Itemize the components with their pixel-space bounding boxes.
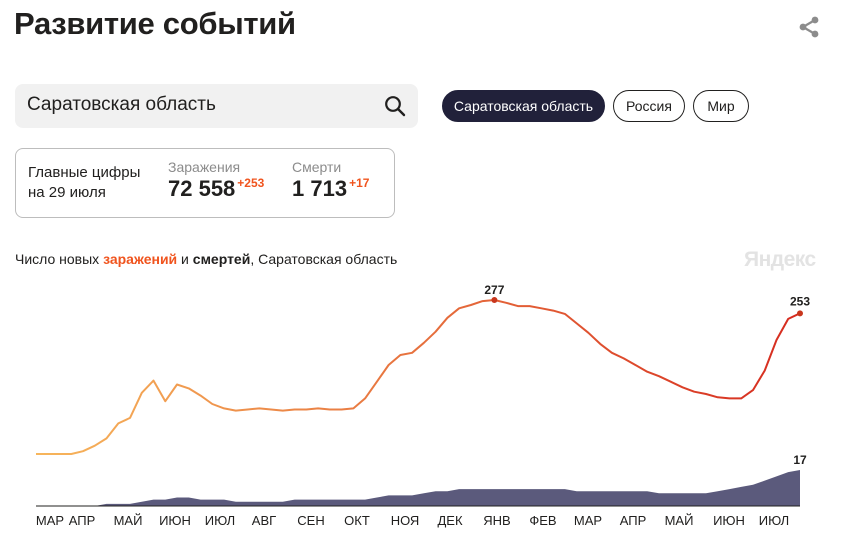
month-label: ИЮЛ <box>205 513 235 528</box>
x-axis: МАР АПР МАЙ ИЮН ИЮЛ АВГ СЕН ОКТ НОЯ ДЕК ЯНВ ФЕВ МАР А… <box>36 513 789 528</box>
chart-title-suffix: , Саратовская область <box>250 251 398 267</box>
month-label: ОКТ <box>344 513 370 528</box>
deaths-delta: +17 <box>349 176 370 190</box>
month-label: НОЯ <box>391 513 420 528</box>
month-label: АПР <box>620 513 647 528</box>
page-title: Развитие событий <box>14 6 296 41</box>
key-figures-date: на 29 июля <box>28 184 106 201</box>
month-label: ЯНВ <box>483 513 510 528</box>
month-label: ИЮН <box>159 513 191 528</box>
month-label: АПР <box>69 513 96 528</box>
key-figures-label: Главные цифры на 29 июля <box>28 163 140 203</box>
chart-title-deaths: смертей <box>192 251 251 267</box>
month-label: ДЕК <box>437 513 462 528</box>
region-search-field[interactable]: Саратовская область <box>15 84 418 128</box>
infections-line-layer <box>36 299 801 455</box>
month-label: МАЙ <box>665 513 694 528</box>
infections-end-point <box>797 310 803 317</box>
tab-saratov-region[interactable]: Саратовская область <box>442 90 605 122</box>
infections-end-label: 253 <box>790 294 810 308</box>
infections-line <box>36 299 801 455</box>
month-label: МАР <box>36 513 64 528</box>
share-icon[interactable] <box>797 15 821 39</box>
chart-title-prefix: Число новых <box>15 251 104 267</box>
epidemic-chart: 277 253 17 МАР АПР МАЙ ИЮН ИЮЛ АВГ СЕН ОКТ НОЯ ДЕК Я… <box>36 283 810 528</box>
deaths-stat: Смерти 1 713 +17 <box>292 159 369 202</box>
month-label: ИЮН <box>713 513 745 528</box>
deaths-end-label: 17 <box>793 453 807 467</box>
month-label: ФЕВ <box>529 513 556 528</box>
key-figures-title: Главные цифры <box>28 164 141 181</box>
infections-peak-label: 277 <box>484 283 504 297</box>
infections-total: 72 558 <box>168 176 236 201</box>
month-label: АВГ <box>252 513 276 528</box>
search-input[interactable]: Саратовская область <box>27 94 216 115</box>
deaths-area <box>36 470 800 506</box>
month-label: ИЮЛ <box>759 513 789 528</box>
chart-title-infections: заражений <box>103 251 178 267</box>
month-label: МАР <box>574 513 602 528</box>
deaths-stat-name: Смерти <box>292 159 342 175</box>
chart-title: Число новых заражений и смертей, Саратов… <box>15 251 397 267</box>
month-label: МАЙ <box>114 513 143 528</box>
tab-russia[interactable]: Россия <box>613 90 685 122</box>
infections-stat: Заражения 72 558 +253 <box>168 159 264 202</box>
key-figures-card: Главные цифры на 29 июля Заражения 72 55… <box>15 148 395 218</box>
infections-peak-point <box>491 297 498 303</box>
infections-stat-name: Заражения <box>168 159 241 175</box>
search-icon[interactable] <box>384 95 406 117</box>
chart-title-and: и <box>177 251 193 267</box>
yandex-logo: Яндекс <box>744 248 816 271</box>
infections-delta: +253 <box>237 176 265 190</box>
chart-labels-layer: 277 253 17 <box>484 283 810 467</box>
month-label: СЕН <box>297 513 324 528</box>
deaths-area-layer <box>36 470 800 507</box>
deaths-total: 1 713 <box>292 176 348 201</box>
tab-world[interactable]: Мир <box>693 90 749 122</box>
